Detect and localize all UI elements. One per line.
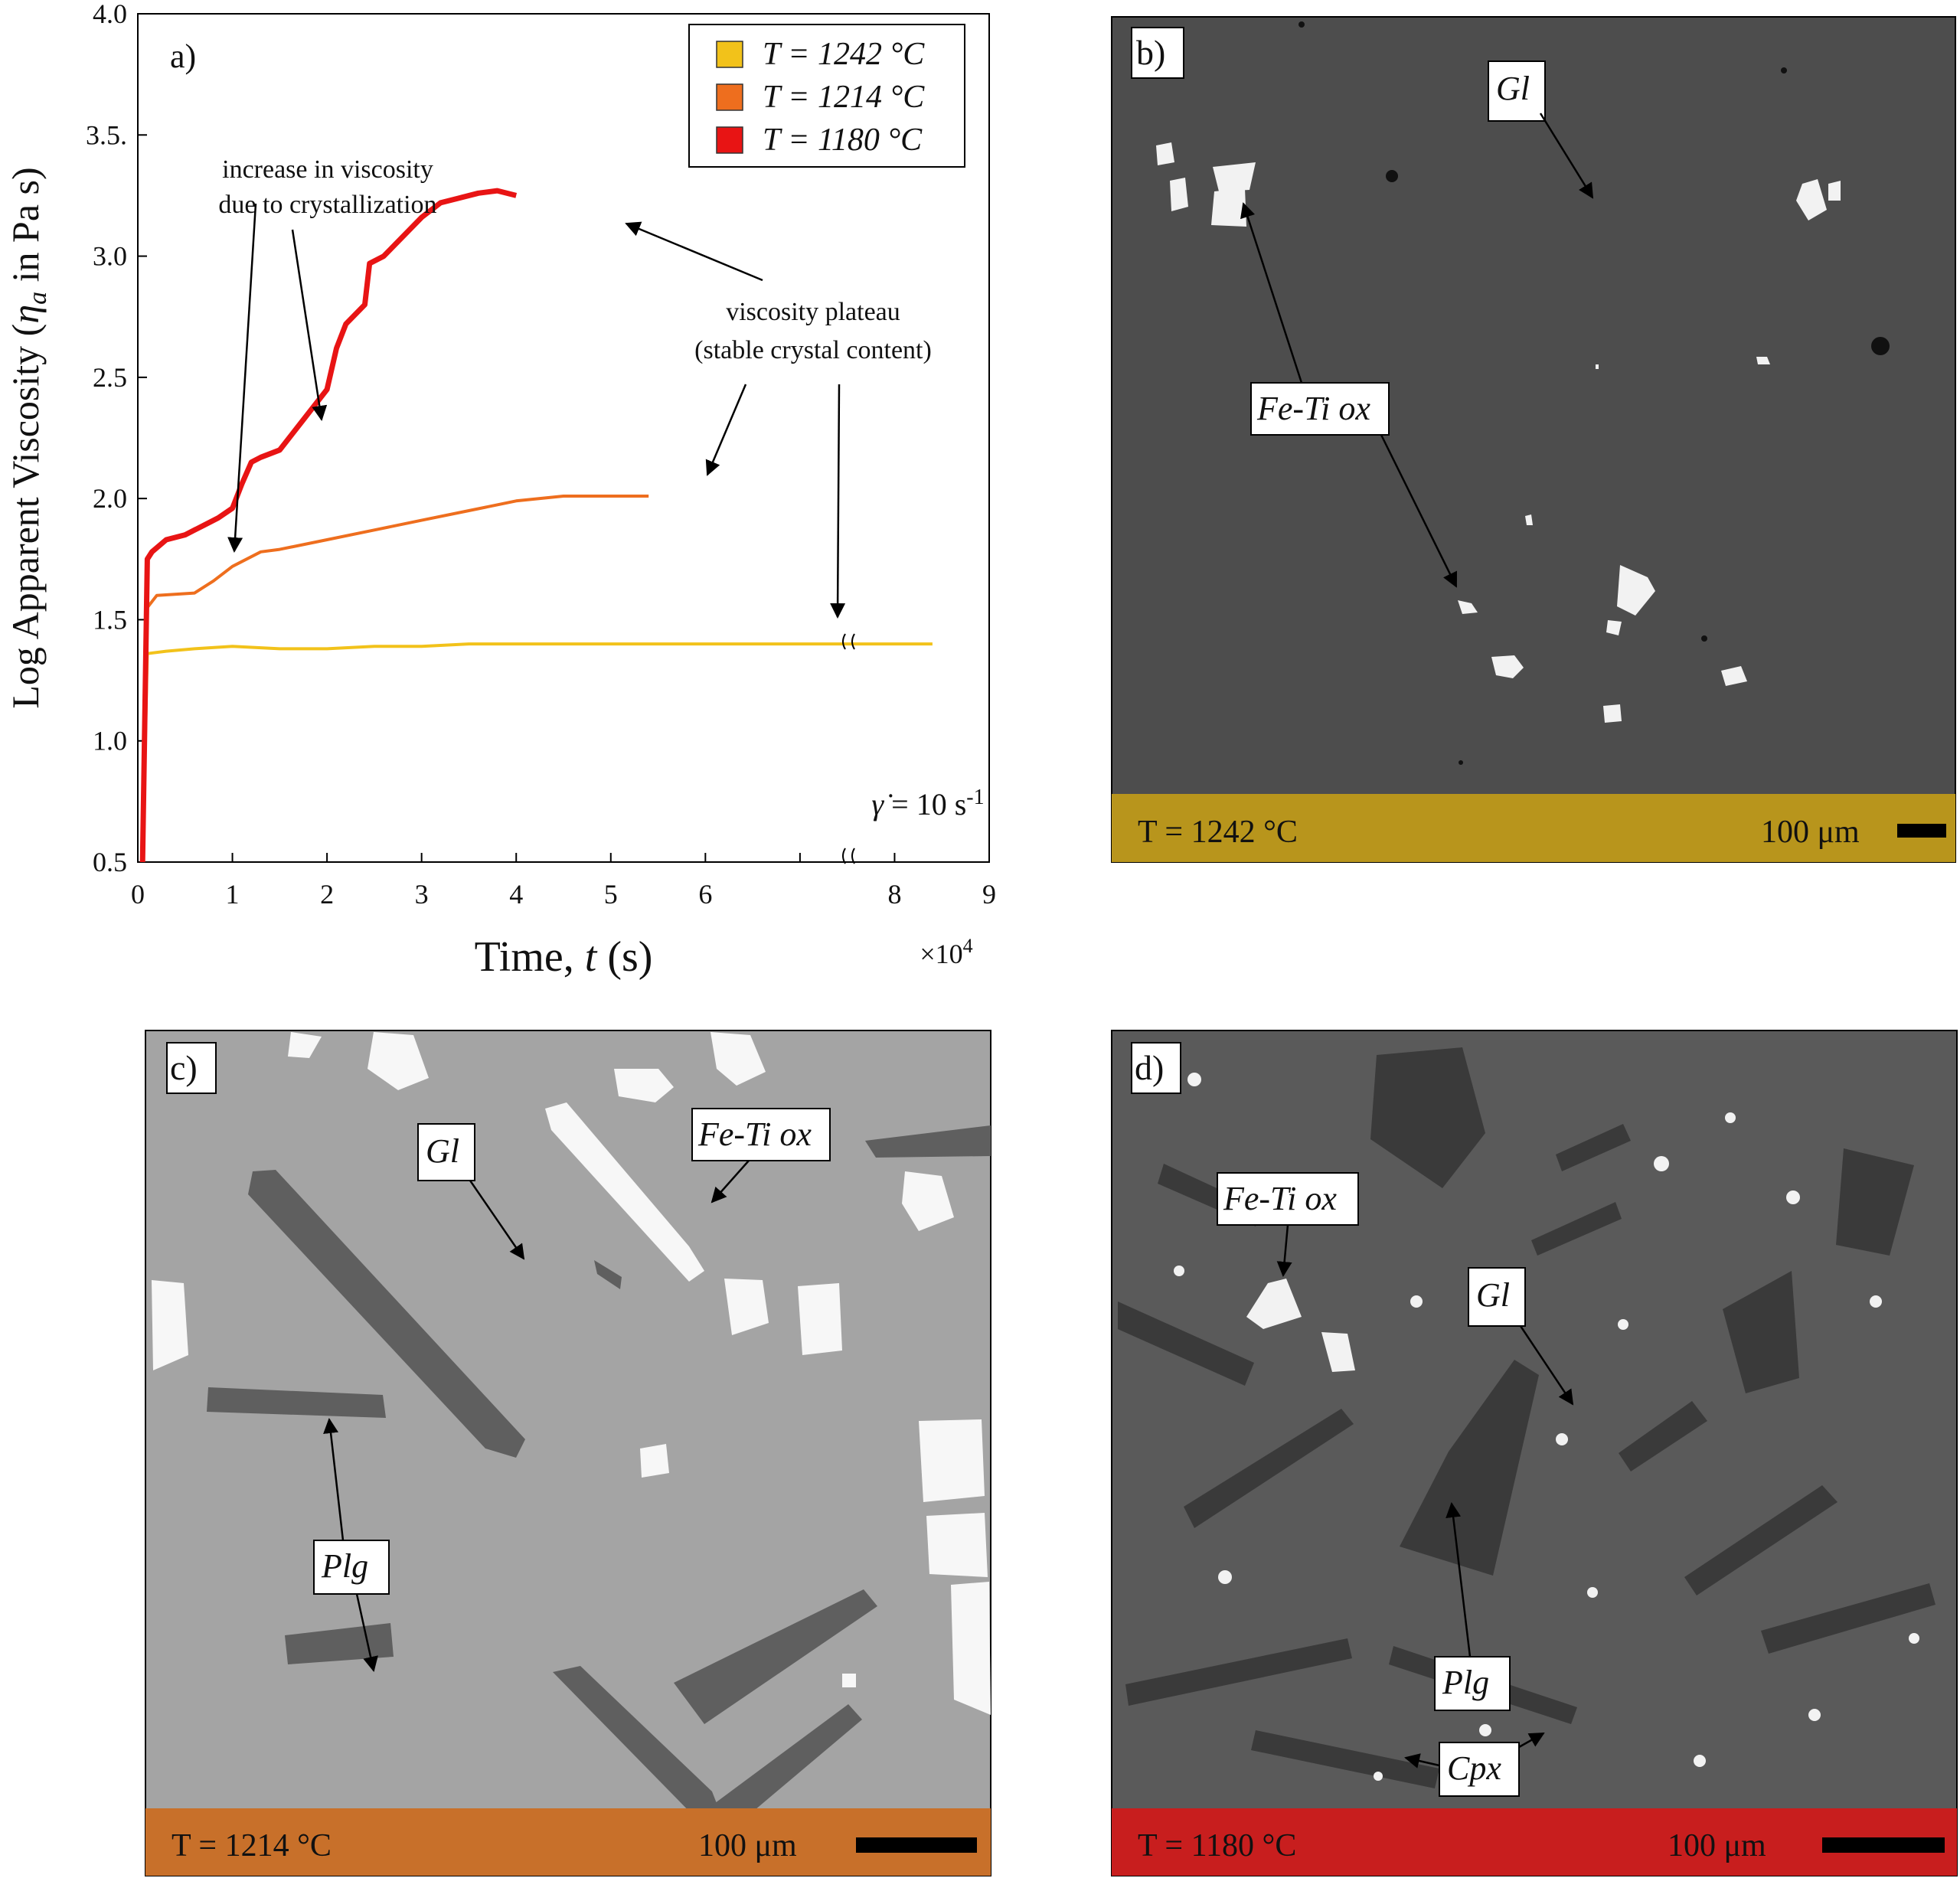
arrow-plateau-orange xyxy=(705,384,747,476)
legend-swatch-1242 xyxy=(716,41,743,68)
viscosity-chart: 0.5 1.0 1.5 2.0 2.5 3.0 3.5. 4.0 0 1 2 3 4 5 6 8 9 a) T… xyxy=(4,0,996,981)
panel-c-temperature: T = 1214 °C xyxy=(172,1828,332,1863)
panel-b-label-box xyxy=(1131,27,1184,79)
label-plg-d: Plg xyxy=(1442,1664,1489,1701)
series-line xyxy=(141,495,649,863)
y-tick-label: 0.5 xyxy=(93,847,127,877)
annotation-plateau-line1: viscosity plateau xyxy=(726,298,900,326)
panel-c-micrograph: c) Gl Fe-Ti ox Plg T = 1214 °C 100 μm xyxy=(145,1030,991,1876)
arrow-increase-2 xyxy=(291,229,328,421)
y-tick-label: 2.0 xyxy=(93,483,127,514)
label-gl-c: Gl xyxy=(426,1132,459,1170)
panel-b-label: b) xyxy=(1136,33,1165,72)
y-tick-label: 3.5. xyxy=(86,119,127,150)
panel-d-temperature: T = 1180 °C xyxy=(1138,1828,1296,1863)
legend: T = 1242 °C T = 1214 °C T = 1180 °C xyxy=(688,24,965,168)
x-tick-label: 0 xyxy=(131,879,145,910)
y-tick-label: 4.0 xyxy=(93,0,127,29)
panel-label-a: a) xyxy=(170,38,196,75)
label-gl-d: Gl xyxy=(1476,1276,1510,1314)
plagioclase-crystals xyxy=(207,1125,991,1827)
panel-d-band xyxy=(1112,1808,1957,1876)
x-tick-label: 2 xyxy=(320,879,334,910)
x-tick-label: 6 xyxy=(698,879,712,910)
panel-b-scale-text: 100 μm xyxy=(1761,815,1860,850)
legend-swatch-1180 xyxy=(716,126,743,154)
y-tick-label: 1.0 xyxy=(93,726,127,756)
label-plg-c: Plg xyxy=(321,1547,368,1585)
x-axis-label: Time, t (s) xyxy=(475,933,653,981)
panel-b-band xyxy=(1112,794,1955,862)
y-tick-label: 1.5 xyxy=(93,604,127,635)
x-tick-label: 5 xyxy=(604,879,618,910)
label-gl-b: Gl xyxy=(1496,70,1530,107)
panel-c-band xyxy=(145,1808,991,1876)
y-tick-label: 3.0 xyxy=(93,241,127,272)
feti-oxide-crystals xyxy=(1156,142,1841,723)
legend-entry-1214: T = 1214 °C xyxy=(763,80,925,115)
label-cpx-d: Cpx xyxy=(1447,1749,1501,1787)
y-axis: 0.5 1.0 1.5 2.0 2.5 3.0 3.5. 4.0 xyxy=(86,0,147,877)
panel-b-scale-bar xyxy=(1897,824,1946,838)
x-tick-label: 8 xyxy=(887,879,901,910)
label-feti-d: Fe-Ti ox xyxy=(1223,1180,1337,1217)
plagioclase-crystals-d xyxy=(1118,1047,1936,1788)
panel-b-temperature: T = 1242 °C xyxy=(1138,815,1298,850)
arrow-plateau-yellow xyxy=(830,384,846,619)
annotation-plateau-line2: (stable crystal content) xyxy=(694,336,932,364)
panel-c-scale-text: 100 μm xyxy=(698,1828,797,1863)
x-tick-label: 9 xyxy=(982,879,996,910)
annotation-increase-line1: increase in viscosity xyxy=(222,155,433,184)
x-tick-label: 3 xyxy=(415,879,429,910)
x-tick-label: 4 xyxy=(509,879,523,910)
y-tick-label: 2.5 xyxy=(93,362,127,393)
panel-d-micrograph: d) Fe-Ti ox Gl Plg Cpx T = 1180 °C 100 μ… xyxy=(1111,1030,1958,1876)
panel-d-scale-bar xyxy=(1822,1837,1945,1853)
panel-c-scale-bar xyxy=(856,1837,977,1853)
arrow-plateau-red xyxy=(625,221,763,282)
legend-entry-1242: T = 1242 °C xyxy=(763,37,925,72)
annotation-shear-rate: γ̇ = 10 s-1 xyxy=(871,785,984,821)
x-multiplier: ×104 xyxy=(920,935,972,969)
feti-oxide-grains-d xyxy=(1174,1073,1919,1781)
label-feti-b: Fe-Ti ox xyxy=(1256,390,1370,427)
legend-swatch-1214 xyxy=(716,83,743,111)
legend-entry-1180: T = 1180 °C xyxy=(763,122,923,158)
panel-b-micrograph: b) Gl Fe-Ti ox T = 1242 °C 100 μm xyxy=(1111,16,1956,863)
arrow-increase-1 xyxy=(227,203,257,553)
y-axis-label: Log Apparent Viscosity (ηa in Pa s) xyxy=(4,167,52,708)
feti-oxide-dendrites xyxy=(152,1032,991,1715)
series-line xyxy=(141,642,933,863)
x-axis: 0 1 2 3 4 5 6 8 9 xyxy=(131,853,996,910)
axis-break xyxy=(842,633,855,864)
panel-d-label: d) xyxy=(1135,1048,1164,1087)
x-tick-label: 1 xyxy=(226,879,240,910)
label-feti-c: Fe-Ti ox xyxy=(697,1115,812,1153)
annotation-increase-line2: due to crystallization xyxy=(218,191,436,219)
panel-c-label: c) xyxy=(170,1048,198,1087)
panel-d-scale-text: 100 μm xyxy=(1668,1828,1766,1863)
vesicles xyxy=(1298,21,1890,765)
